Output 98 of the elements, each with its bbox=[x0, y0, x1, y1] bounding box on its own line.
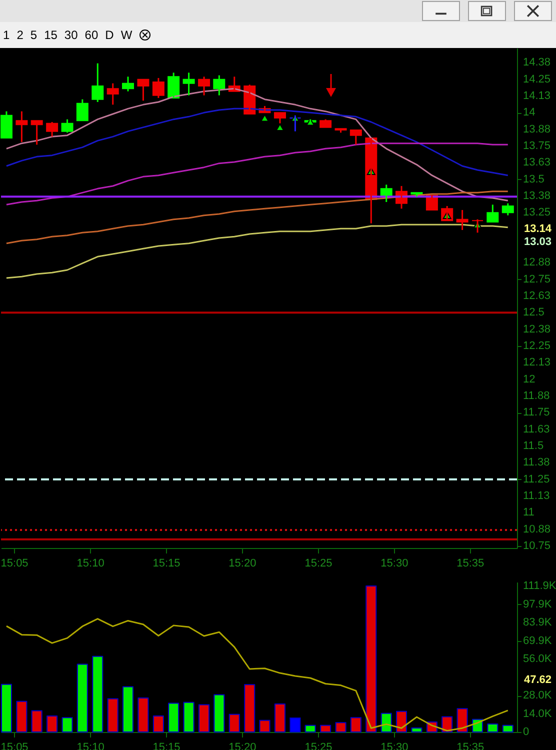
bar bbox=[214, 694, 225, 732]
y-tick-label: 14 bbox=[523, 106, 536, 119]
y-tick-label: 28.0K bbox=[523, 690, 552, 702]
x-tick-label: 15:30 bbox=[380, 558, 408, 570]
candlestick bbox=[410, 192, 423, 198]
line-series bbox=[6, 190, 509, 244]
y-tick-label: 14.13 bbox=[523, 90, 551, 102]
y-tick-label: 13.63 bbox=[523, 156, 551, 169]
bar bbox=[335, 722, 346, 732]
y-tick-label: 11 bbox=[523, 506, 534, 519]
bar bbox=[290, 718, 301, 732]
x-tick-label: 15:35 bbox=[456, 558, 484, 570]
line-series bbox=[6, 618, 509, 732]
bar bbox=[76, 664, 88, 732]
y-tick-label: 14.0K bbox=[523, 708, 552, 720]
y-tick-label: 13.25 bbox=[523, 206, 551, 219]
y-tick-label: 13.38 bbox=[523, 190, 551, 202]
bar bbox=[92, 656, 104, 732]
x-tick-label: 15:20 bbox=[228, 558, 256, 570]
bar bbox=[228, 714, 240, 732]
bar bbox=[152, 715, 164, 732]
bar bbox=[487, 724, 498, 732]
bar bbox=[107, 698, 118, 732]
y-tick-label: 11.5 bbox=[523, 440, 544, 452]
bar bbox=[396, 710, 407, 732]
y-tick-label: 11.88 bbox=[523, 390, 550, 402]
y-tick-label: 97.9K bbox=[523, 598, 552, 610]
bar bbox=[62, 717, 73, 732]
bar bbox=[411, 727, 422, 732]
bar bbox=[168, 702, 180, 732]
y-tick-label: 12.5 bbox=[523, 306, 544, 319]
text: 2 bbox=[16, 28, 24, 42]
x-tick-label: 15:05 bbox=[0, 558, 28, 570]
bar bbox=[442, 716, 453, 732]
bar bbox=[366, 586, 377, 732]
y-tick-label: 12 bbox=[523, 373, 536, 386]
y-tick-label: 14.38 bbox=[523, 56, 551, 69]
y-tick-label: 111.9K bbox=[523, 580, 556, 592]
text: 30 bbox=[64, 28, 78, 42]
y-tick-label: 12.63 bbox=[523, 290, 551, 302]
y-tick-label: 56.0K bbox=[523, 653, 552, 666]
candlestick bbox=[30, 120, 43, 146]
text: 13.03 bbox=[524, 236, 552, 248]
bar bbox=[380, 712, 392, 732]
line-series bbox=[6, 224, 509, 279]
bar bbox=[138, 697, 149, 732]
y-tick-label: 12.75 bbox=[523, 273, 551, 286]
text: 1 bbox=[3, 28, 10, 42]
text: 13.14 bbox=[524, 223, 552, 235]
y-tick-label: 13.5 bbox=[523, 173, 544, 186]
bar bbox=[0, 684, 12, 732]
bar bbox=[304, 724, 316, 732]
x-tick-label: 15:10 bbox=[76, 558, 104, 570]
y-tick-label: 69.9K bbox=[523, 634, 552, 647]
y-tick-label: 11.63 bbox=[523, 423, 550, 436]
y-tick-label: 14.25 bbox=[523, 73, 551, 86]
text: 15 bbox=[44, 28, 58, 42]
bar bbox=[320, 724, 332, 732]
y-tick-label: 13.75 bbox=[523, 140, 551, 152]
y-tick-label: 11.38 bbox=[523, 456, 550, 469]
bar bbox=[16, 700, 28, 732]
y-tick-label: 12.13 bbox=[523, 356, 551, 369]
candlestick bbox=[486, 204, 499, 223]
bar bbox=[274, 703, 286, 732]
text: D bbox=[105, 28, 114, 42]
y-tick-label: 11.75 bbox=[523, 406, 550, 419]
line-series bbox=[6, 142, 509, 206]
line-series bbox=[6, 108, 509, 176]
y-tick-label: 10.75 bbox=[523, 540, 551, 552]
y-tick-label: 11.25 bbox=[523, 473, 550, 486]
y-tick-label: 11.13 bbox=[523, 490, 550, 502]
y-tick-label: 0 bbox=[523, 726, 530, 738]
bar bbox=[122, 686, 134, 732]
candlestick bbox=[350, 129, 362, 146]
y-tick-label: 10.88 bbox=[523, 523, 551, 536]
y-tick-label: 12.88 bbox=[523, 256, 551, 269]
x-tick-label: 15:25 bbox=[304, 558, 332, 570]
y-tick-label: 83.9K bbox=[523, 616, 552, 629]
candlestick bbox=[334, 128, 347, 134]
candlestick bbox=[320, 118, 332, 128]
bar bbox=[31, 710, 42, 732]
candlestick bbox=[106, 82, 119, 106]
bar bbox=[46, 715, 58, 732]
bar bbox=[456, 708, 468, 732]
text: 60 bbox=[84, 28, 98, 42]
bar bbox=[502, 724, 514, 732]
text: 5 bbox=[30, 28, 38, 42]
bar bbox=[259, 720, 270, 732]
y-tick-label: 12.25 bbox=[523, 340, 551, 352]
text: 47.62 bbox=[524, 674, 552, 686]
y-tick-label: 13.88 bbox=[523, 123, 551, 136]
bar bbox=[198, 704, 210, 732]
bar bbox=[350, 717, 362, 732]
y-tick-label: 12.38 bbox=[523, 323, 551, 336]
bar bbox=[183, 702, 194, 732]
bar bbox=[244, 684, 256, 732]
text: W bbox=[120, 28, 132, 42]
x-tick-label: 15:15 bbox=[152, 558, 180, 570]
